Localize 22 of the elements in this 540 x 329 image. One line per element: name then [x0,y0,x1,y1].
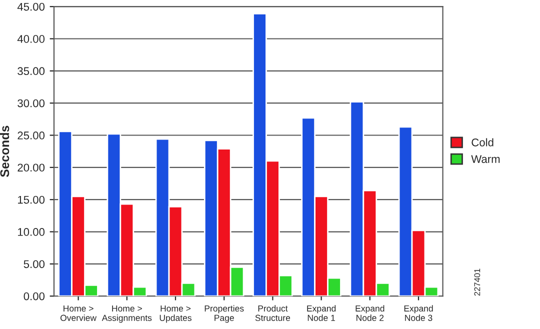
y-tick-label: 0.00 [24,292,45,300]
y-tick-label: 40.00 [17,35,45,43]
y-tick-label: 45.00 [17,2,45,11]
x-tick-label: Expand Node 3 [404,305,433,321]
y-tick-label: 10.00 [18,228,45,236]
legend-label: Warm [471,155,500,164]
x-tick-label: Expand Node 2 [356,305,384,321]
y-axis-title: Seconds [0,126,10,178]
y-tick-label: 20.00 [18,164,45,172]
x-tick-label: Expand Node 1 [307,305,336,321]
x-tick-label: Properties Page [204,305,244,323]
x-tick-label: Home > Assignments [102,305,152,323]
y-tick-label: 30.00 [18,99,45,108]
x-tick-label: Home > Overview [60,305,97,321]
x-tick-label: Product Structure [255,305,290,321]
y-tick-label: 15.00 [18,196,45,204]
x-tick-label: Home > Updates [160,305,192,323]
text: 227401 [474,268,480,296]
y-tick-label: 5.00 [24,260,45,268]
y-tick-label: 25.00 [18,132,45,140]
legend-label: Cold [472,138,494,146]
y-tick-label: 35.00 [18,67,45,76]
